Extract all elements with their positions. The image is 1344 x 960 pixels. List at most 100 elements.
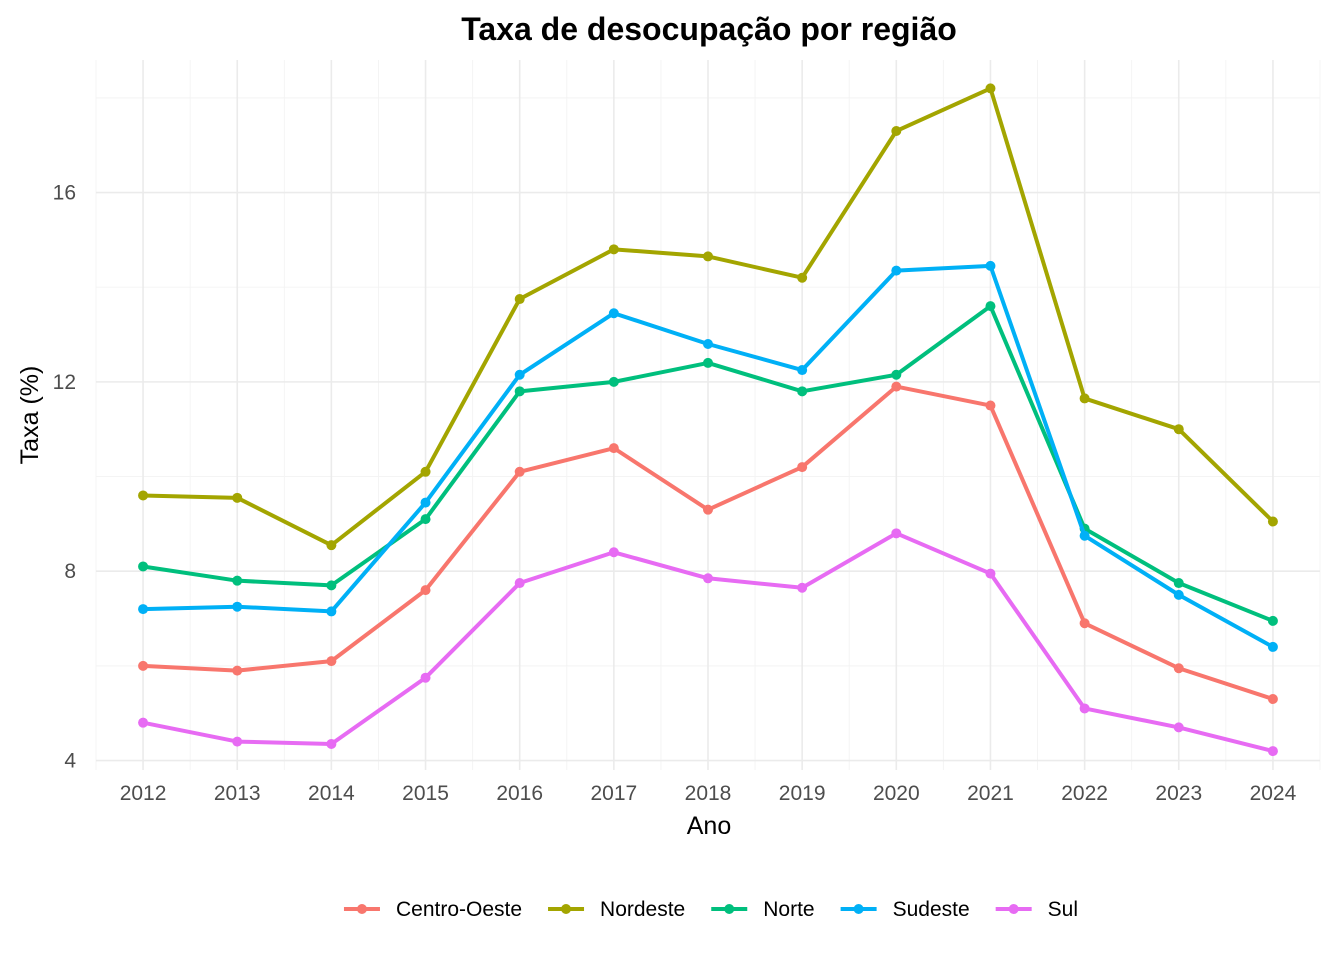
legend-label: Sudeste bbox=[893, 898, 970, 921]
x-tick-label: 2016 bbox=[496, 782, 543, 805]
data-point-sudeste bbox=[608, 308, 619, 319]
x-tick-label: 2012 bbox=[120, 782, 167, 805]
data-point-sudeste bbox=[985, 260, 996, 271]
chart-legend: Centro-Oeste Nordeste Norte Sudeste Sul bbox=[343, 898, 1078, 921]
data-point-nordeste bbox=[703, 251, 713, 262]
series-centro-oeste bbox=[138, 381, 1278, 704]
data-point-sul bbox=[232, 736, 243, 747]
data-point-nordeste bbox=[420, 466, 431, 477]
x-axis-ticks: 2012 2013 2014 2015 2016 2017 2018 2019 2020 2021… bbox=[120, 782, 1297, 805]
legend-item-sudeste: Sudeste bbox=[840, 898, 970, 921]
x-tick-label: 2021 bbox=[967, 782, 1014, 805]
data-point-nordeste bbox=[985, 83, 996, 94]
series-norte bbox=[138, 301, 1278, 626]
data-point-centro-oeste bbox=[703, 504, 713, 515]
data-point-sul bbox=[891, 528, 902, 539]
data-point-sudeste bbox=[232, 601, 243, 612]
data-point-centro-oeste bbox=[420, 585, 431, 596]
x-tick-label: 2013 bbox=[214, 782, 261, 805]
data-point-centro-oeste bbox=[1267, 694, 1278, 704]
plot-grid bbox=[95, 60, 1321, 770]
series-sudeste bbox=[138, 260, 1278, 652]
data-point-norte bbox=[1267, 615, 1278, 626]
legend-key-point bbox=[561, 904, 572, 914]
data-point-sudeste bbox=[891, 265, 902, 276]
data-point-norte bbox=[232, 575, 243, 586]
data-point-norte bbox=[138, 561, 149, 572]
data-point-nordeste bbox=[1079, 393, 1090, 404]
data-point-sul bbox=[797, 582, 808, 593]
legend-label: Centro-Oeste bbox=[396, 898, 522, 921]
data-point-norte bbox=[326, 580, 337, 591]
data-point-sudeste bbox=[703, 339, 713, 349]
y-axis-ticks: 4 8 12 16 bbox=[53, 182, 77, 773]
chart-title: Taxa de desocupação por região bbox=[461, 11, 957, 47]
data-point-centro-oeste bbox=[985, 400, 996, 411]
data-point-norte bbox=[985, 301, 996, 312]
data-point-nordeste bbox=[1267, 516, 1278, 527]
data-point-sul bbox=[1079, 703, 1090, 714]
data-point-sul bbox=[608, 547, 619, 558]
series-sul bbox=[138, 528, 1278, 757]
data-point-norte bbox=[608, 376, 619, 387]
data-point-centro-oeste bbox=[1079, 618, 1090, 629]
data-point-nordeste bbox=[797, 272, 808, 283]
data-point-centro-oeste bbox=[1173, 663, 1184, 674]
data-point-sul bbox=[1173, 722, 1184, 733]
data-point-sudeste bbox=[514, 369, 525, 380]
data-point-nordeste bbox=[232, 492, 243, 503]
data-point-nordeste bbox=[608, 244, 619, 255]
x-tick-label: 2014 bbox=[308, 782, 355, 805]
data-point-centro-oeste bbox=[232, 665, 243, 676]
legend-key-point bbox=[853, 904, 864, 914]
data-point-sudeste bbox=[1267, 641, 1278, 652]
data-point-nordeste bbox=[891, 126, 902, 136]
data-point-sul bbox=[703, 573, 713, 584]
data-point-norte bbox=[703, 357, 713, 368]
y-tick-label: 4 bbox=[64, 750, 76, 773]
data-point-norte bbox=[420, 514, 431, 525]
data-point-norte bbox=[891, 369, 902, 380]
data-point-sul bbox=[420, 672, 431, 683]
y-tick-label: 8 bbox=[64, 560, 76, 583]
data-point-centro-oeste bbox=[797, 462, 808, 473]
data-point-sul bbox=[1267, 746, 1278, 757]
data-point-centro-oeste bbox=[326, 656, 337, 667]
data-point-centro-oeste bbox=[514, 466, 525, 477]
legend-item-nordeste: Nordeste bbox=[548, 898, 685, 921]
x-tick-label: 2020 bbox=[873, 782, 920, 805]
x-tick-label: 2023 bbox=[1155, 782, 1202, 805]
x-tick-label: 2022 bbox=[1061, 782, 1108, 805]
data-point-centro-oeste bbox=[608, 443, 619, 454]
data-point-sudeste bbox=[326, 606, 337, 617]
y-tick-label: 16 bbox=[53, 182, 76, 205]
legend-key-point bbox=[1008, 904, 1019, 914]
legend-label: Norte bbox=[763, 898, 814, 921]
x-tick-label: 2017 bbox=[590, 782, 637, 805]
x-tick-label: 2018 bbox=[685, 782, 732, 805]
legend-label: Sul bbox=[1048, 898, 1078, 921]
data-point-sul bbox=[985, 568, 996, 579]
y-axis-title: Taxa (%) bbox=[16, 366, 44, 465]
legend-key-point bbox=[356, 904, 367, 914]
y-tick-label: 12 bbox=[53, 371, 76, 394]
legend-item-norte: Norte bbox=[711, 898, 815, 921]
data-point-sul bbox=[514, 578, 525, 589]
data-point-centro-oeste bbox=[891, 381, 902, 392]
data-point-sudeste bbox=[420, 497, 431, 508]
data-point-nordeste bbox=[1173, 424, 1184, 435]
data-point-nordeste bbox=[138, 490, 149, 501]
data-point-sudeste bbox=[797, 365, 808, 376]
plot-series bbox=[138, 83, 1278, 757]
data-point-nordeste bbox=[514, 294, 525, 305]
series-nordeste bbox=[138, 83, 1278, 551]
data-point-sudeste bbox=[1173, 589, 1184, 600]
legend-key-point bbox=[724, 904, 735, 914]
x-axis-title: Ano bbox=[687, 812, 731, 840]
data-point-norte bbox=[514, 386, 525, 397]
data-point-sudeste bbox=[138, 604, 149, 615]
data-point-norte bbox=[1173, 578, 1184, 589]
x-tick-label: 2024 bbox=[1250, 782, 1297, 805]
